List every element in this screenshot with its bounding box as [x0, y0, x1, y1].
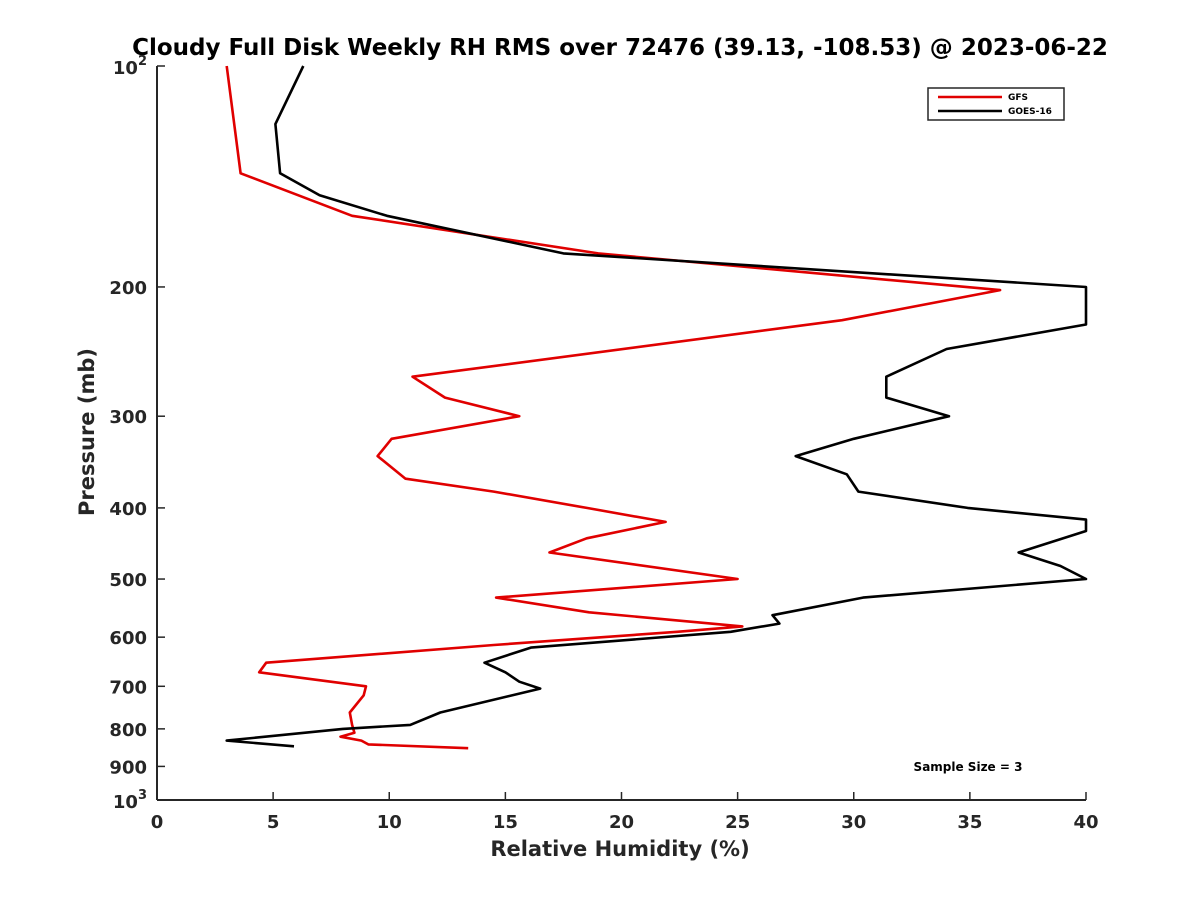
y-tick-label: 600 [109, 628, 147, 649]
y-tick-label-power: 103 [113, 788, 147, 813]
x-tick-label: 20 [609, 812, 634, 833]
x-tick-label: 0 [151, 812, 164, 833]
x-axis-ticks: 0 5 10 15 20 25 30 35 40 [151, 792, 1099, 833]
legend: GFS GOES-16 [927, 87, 1065, 121]
y-tick-base: 10 [113, 792, 138, 813]
y-tick-label: 500 [109, 570, 147, 591]
series-line-gfs [225, 65, 1002, 750]
x-tick-label: 10 [377, 812, 402, 833]
legend-label-goes-16: GOES-16 [1008, 107, 1052, 117]
legend-label-gfs: GFS [1008, 93, 1028, 103]
x-axis-label: Relative Humidity (%) [490, 837, 749, 861]
y-axis-label: Pressure (mb) [75, 348, 99, 516]
y-tick-exponent: 3 [138, 788, 147, 803]
legend-box [927, 87, 1065, 121]
x-tick-label: 40 [1073, 812, 1098, 833]
y-tick-label: 200 [109, 278, 147, 299]
x-tick-label: 25 [725, 812, 750, 833]
y-tick-label: 300 [109, 407, 147, 428]
y-tick-label: 900 [109, 757, 147, 778]
series-lines [225, 65, 1088, 750]
series-line-goes-16 [225, 65, 1088, 748]
sample-size-annotation: Sample Size = 3 [914, 760, 1023, 774]
y-tick-base: 10 [113, 58, 138, 79]
x-tick-label: 5 [267, 812, 280, 833]
y-tick-exponent: 2 [138, 54, 147, 69]
y-tick-label-power: 102 [113, 54, 147, 79]
x-tick-label: 15 [493, 812, 518, 833]
x-tick-label: 35 [957, 812, 982, 833]
y-tick-label: 800 [109, 720, 147, 741]
chart-title: Cloudy Full Disk Weekly RH RMS over 7247… [132, 35, 1108, 61]
x-tick-label: 30 [841, 812, 866, 833]
y-tick-label: 400 [109, 499, 147, 520]
y-tick-label: 700 [109, 677, 147, 698]
